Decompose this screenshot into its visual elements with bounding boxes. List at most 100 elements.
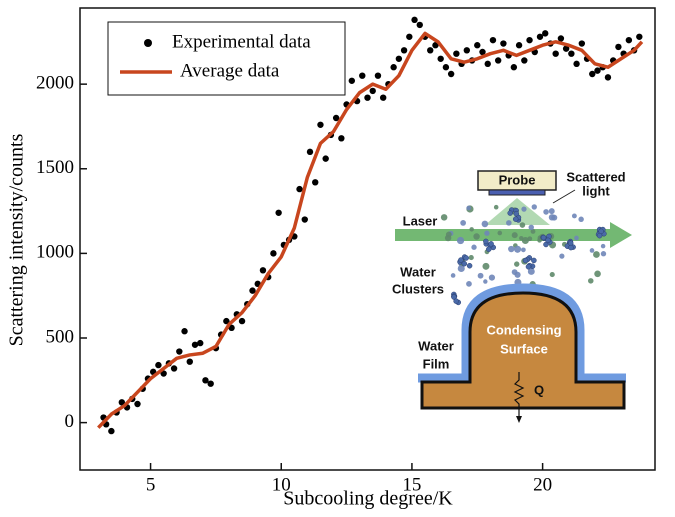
particle xyxy=(482,262,490,270)
particle xyxy=(497,230,503,236)
data-point xyxy=(301,216,308,223)
data-point xyxy=(176,348,183,355)
data-point xyxy=(594,67,601,74)
particle xyxy=(450,273,456,278)
particle xyxy=(571,213,577,219)
particle xyxy=(508,245,515,253)
data-point xyxy=(453,50,460,57)
data-point xyxy=(589,70,596,78)
water-film-label: Water xyxy=(418,338,454,353)
cluster xyxy=(512,216,519,222)
y-tick-label: 0 xyxy=(65,411,75,432)
data-point xyxy=(636,33,643,40)
particle xyxy=(574,235,579,241)
inset-diagram: Probe Scattered light Laser Water Cluste… xyxy=(392,169,632,423)
particle xyxy=(511,232,518,239)
data-point xyxy=(186,358,193,365)
plot-frame xyxy=(79,7,656,471)
data-point xyxy=(406,33,413,40)
data-point xyxy=(463,47,471,54)
legend-label: Average data xyxy=(180,60,280,81)
data-point xyxy=(296,185,303,193)
particle xyxy=(527,267,535,275)
scattered-light-label: Scattered xyxy=(566,169,625,184)
data-point xyxy=(479,48,486,56)
data-point xyxy=(155,361,162,369)
particle xyxy=(530,229,536,234)
heat-flux xyxy=(513,372,525,416)
x-tick-label: 20 xyxy=(533,474,552,495)
heat-arrow xyxy=(516,416,522,423)
cluster xyxy=(540,234,547,241)
cluster xyxy=(596,232,603,239)
probe-window xyxy=(488,189,546,196)
data-point xyxy=(573,60,580,68)
data-point xyxy=(364,94,371,101)
scattered-light-label: light xyxy=(582,183,610,198)
x-tick-label: 15 xyxy=(402,474,421,495)
water-clusters-label: Clusters xyxy=(392,281,444,296)
particle xyxy=(514,261,520,267)
particle xyxy=(548,208,555,215)
water-clusters-label: Water xyxy=(400,264,436,279)
data-point xyxy=(427,47,434,54)
particle xyxy=(531,204,537,210)
particle xyxy=(440,214,448,221)
data-point xyxy=(484,60,491,68)
cluster xyxy=(463,255,469,261)
data-point xyxy=(536,33,544,40)
cluster xyxy=(568,244,574,251)
average-line xyxy=(97,31,644,429)
particle xyxy=(466,205,471,211)
particle xyxy=(484,230,490,236)
cluster xyxy=(513,210,520,217)
particle xyxy=(456,236,465,245)
data-point xyxy=(625,36,633,44)
y-axis-label: Scattering intensity/counts xyxy=(6,133,28,346)
particle xyxy=(548,214,556,221)
data-point xyxy=(379,94,387,101)
cluster xyxy=(458,257,464,263)
data-point xyxy=(170,365,178,372)
data-point xyxy=(510,64,518,71)
particle xyxy=(520,247,526,253)
data-point xyxy=(108,427,115,435)
cluster xyxy=(466,262,473,269)
data-point xyxy=(400,47,408,54)
data-point xyxy=(578,40,586,47)
particle xyxy=(468,255,474,261)
particle xyxy=(514,271,521,278)
data-point xyxy=(568,50,575,57)
y-tick-label: 500 xyxy=(46,326,75,347)
x-tick-label: 10 xyxy=(272,474,291,495)
data-point xyxy=(223,317,230,325)
particle xyxy=(589,248,595,253)
data-point xyxy=(238,317,246,325)
legend: Experimental data Average data xyxy=(107,21,346,96)
water-film-label: Film xyxy=(423,356,450,371)
particle xyxy=(477,272,484,279)
data-point xyxy=(390,64,397,71)
y-tick-label: 1500 xyxy=(36,157,74,178)
y-tick-label: 1000 xyxy=(36,242,74,263)
cluster xyxy=(486,246,492,252)
data-point xyxy=(604,74,612,81)
particle xyxy=(594,270,601,278)
particle xyxy=(469,227,474,232)
data-point xyxy=(489,36,497,44)
data-point xyxy=(306,148,314,156)
data-point xyxy=(312,179,319,186)
data-point xyxy=(442,64,450,71)
cluster xyxy=(525,264,532,270)
legend-marker xyxy=(144,39,152,47)
data-point xyxy=(228,324,235,332)
particle xyxy=(521,236,529,245)
data-point xyxy=(191,341,199,348)
probe-label: Probe xyxy=(499,172,536,187)
particle xyxy=(481,220,489,228)
particle xyxy=(460,220,466,226)
cluster xyxy=(507,210,513,216)
particle xyxy=(559,253,565,259)
particles xyxy=(440,204,607,306)
